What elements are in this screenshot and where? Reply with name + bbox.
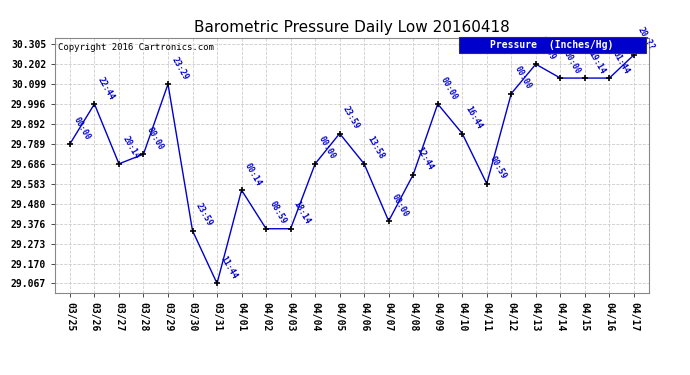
Text: 23:59: 23:59: [341, 105, 362, 131]
Text: 23:29: 23:29: [169, 55, 190, 81]
Text: 22:44: 22:44: [96, 75, 116, 101]
Text: 19:14: 19:14: [586, 49, 607, 75]
Text: 00:00: 00:00: [513, 64, 533, 91]
Text: 00:14: 00:14: [243, 161, 264, 188]
Text: 08:59: 08:59: [268, 200, 288, 226]
Text: 00:59: 00:59: [488, 155, 509, 181]
Text: 13:58: 13:58: [366, 135, 386, 161]
Text: 23:59: 23:59: [538, 35, 558, 62]
Text: 00:00: 00:00: [562, 49, 582, 75]
Text: 00:00: 00:00: [145, 125, 165, 152]
Text: 00:00: 00:00: [390, 192, 411, 218]
Text: 20:14: 20:14: [120, 135, 141, 161]
Text: 18:14: 18:14: [292, 200, 313, 226]
Text: 01:44: 01:44: [611, 49, 631, 75]
Text: 16:44: 16:44: [464, 105, 484, 131]
Text: 00:00: 00:00: [439, 75, 460, 101]
Text: 11:44: 11:44: [219, 255, 239, 280]
Text: 00:00: 00:00: [71, 115, 92, 141]
Title: Barometric Pressure Daily Low 20160418: Barometric Pressure Daily Low 20160418: [194, 20, 510, 35]
Text: Pressure  (Inches/Hg): Pressure (Inches/Hg): [490, 40, 613, 50]
Text: 12:44: 12:44: [415, 146, 435, 172]
FancyBboxPatch shape: [459, 37, 646, 53]
Text: 20:??: 20:??: [635, 26, 656, 52]
Text: Copyright 2016 Cartronics.com: Copyright 2016 Cartronics.com: [58, 43, 214, 52]
Text: 00:00: 00:00: [317, 135, 337, 161]
Text: 23:59: 23:59: [194, 202, 214, 228]
